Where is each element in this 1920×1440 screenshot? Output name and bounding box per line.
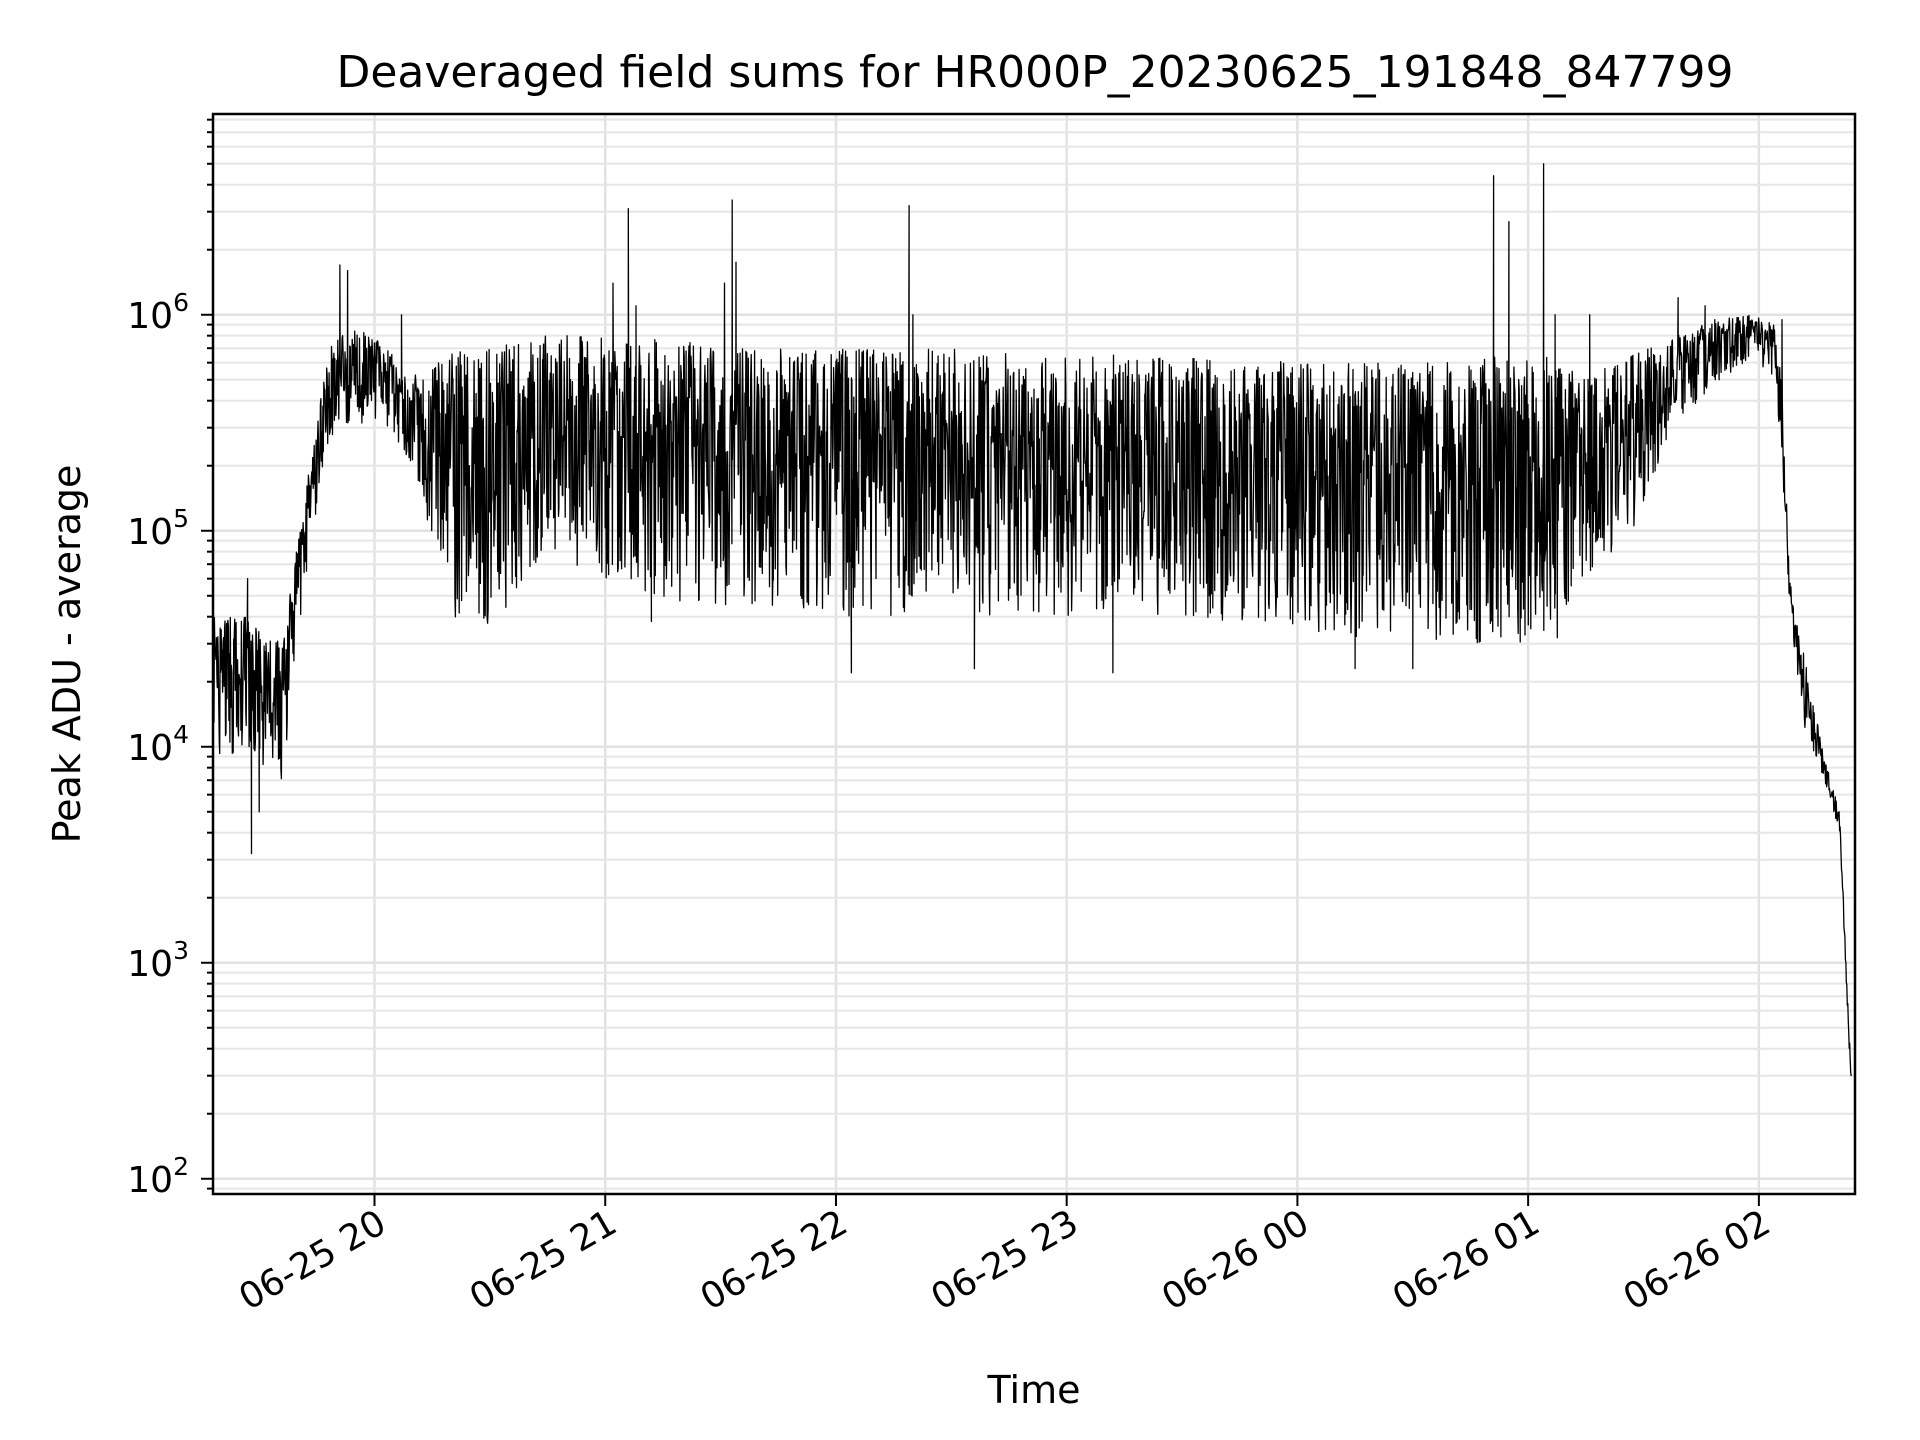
x-axis-label: Time <box>987 1368 1081 1412</box>
y-tick-label: 106 <box>127 288 189 337</box>
y-tick-label: 104 <box>127 720 189 769</box>
series-line <box>212 163 1852 1077</box>
y-tick-label: 103 <box>127 936 189 985</box>
y-tick-label: 102 <box>127 1152 189 1201</box>
chart-title: Deaveraged field sums for HR000P_2023062… <box>336 47 1733 98</box>
y-axis-label: Peak ADU - average <box>45 465 89 844</box>
y-tick-label: 105 <box>127 504 189 553</box>
y-axis: 102 103 104 105 106 <box>127 118 213 1201</box>
plot-frame <box>211 112 1857 1196</box>
